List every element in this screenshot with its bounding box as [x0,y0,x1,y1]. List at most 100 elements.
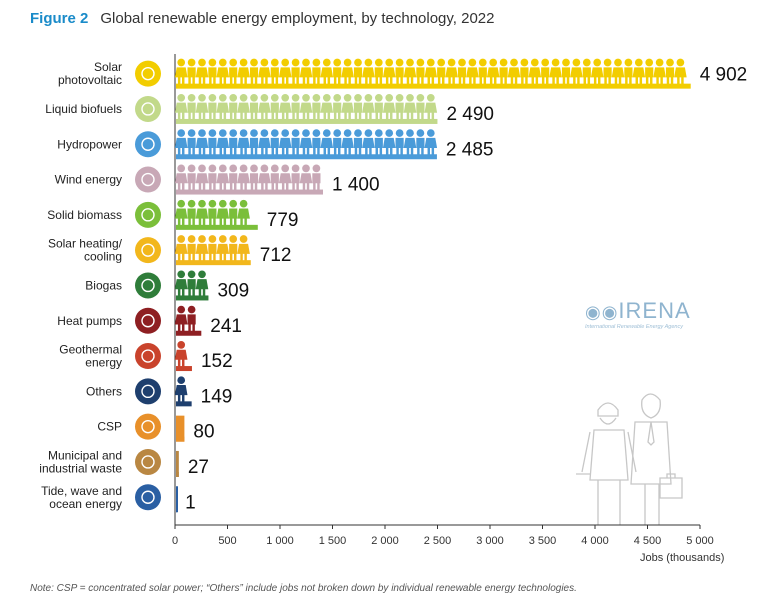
category-label: Liquid biofuels [45,102,122,116]
sun-icon [135,413,161,440]
bar-person-head [281,164,290,173]
bar-base [176,295,209,301]
bar-person-mark [270,173,279,191]
bar-person-mark [499,67,508,85]
bar-fill [176,450,179,477]
bar-person-mark [333,102,342,120]
category-label: Heat pumps [57,314,122,328]
bar-person-mark [249,137,259,156]
worker-businessman-icon [630,393,683,525]
bar-person-mark [174,349,188,368]
icon-circle [135,272,161,299]
bar-person-head [374,93,383,102]
bar-person-head [229,58,238,67]
bar-person-head [395,129,404,137]
bar-person-mark [299,67,313,85]
bar-person-mark [291,102,300,120]
bar-person-mark [216,208,230,226]
bar-person-head [520,58,529,67]
category-label: Solar heating/ [48,237,123,251]
crosshair-icon [135,378,161,405]
bar [174,58,691,89]
bar-person-head [229,93,238,102]
leaf-icon [135,201,161,228]
bar-person-head [218,235,227,243]
bar-person-mark [237,173,250,191]
bar-person-head [510,58,518,67]
bar-person-head [291,164,300,173]
bar-person-head [229,129,238,137]
bar-person-mark [229,243,238,262]
bar-person-mark [174,137,188,156]
wave-icon [135,484,161,511]
bar-person-head [624,58,633,67]
bar-person-head [250,164,258,173]
bar-person-mark [624,67,633,85]
bar-person-mark [353,137,363,156]
leaf-icon [135,272,161,299]
bar-person-mark [299,137,313,156]
bar-person-head [208,58,217,67]
bar-person-mark [229,137,238,156]
bar-fill [176,415,185,442]
bar-person-mark [229,67,238,85]
category-label: industrial waste [39,461,122,475]
bar-person-mark [333,67,342,85]
bar-person-head [343,58,352,67]
bar-person-mark [216,243,230,262]
bar-person-mark [187,137,196,156]
bar-person-mark [174,208,188,226]
x-tick-label: 1 500 [319,535,347,547]
bar [174,341,192,372]
bar-person-mark [632,67,646,85]
bar-person-head [239,93,248,102]
bar-person-mark [341,67,354,85]
bar-person-head [416,129,425,137]
bar-person-head [198,270,206,279]
bar-person-mark [549,67,562,85]
category-label: Municipal and [48,448,122,462]
bar-person-head [312,93,321,102]
bar-person-head [177,199,186,208]
bar-person-mark [278,67,292,85]
icon-circle [135,378,161,405]
bar-person-head [426,58,435,67]
category-label: CSP [97,420,122,434]
bar-person-head [312,129,321,137]
value-label: 1 400 [332,175,380,196]
water-drop-icon [135,131,161,158]
icon-glyph [141,314,155,328]
bar-person-head [198,164,206,173]
bar-person-head [177,58,186,67]
bar-person-head [333,129,342,137]
bar-person-head [354,129,362,137]
bar-person-mark [362,137,375,156]
bar-person-head [187,270,196,279]
bar [174,199,258,230]
bar-person-head [312,164,321,173]
bar-person-mark [195,208,209,226]
bar-person-mark [258,67,271,85]
bar-person-head [406,129,414,137]
bar-person-head [572,58,581,67]
waste-bin-icon [135,448,161,475]
bar-person-mark [195,173,209,191]
bar [174,93,438,124]
bar-person-mark [424,102,438,120]
bar-person-mark [270,137,279,156]
bar [174,376,192,407]
bar-person-head [364,58,373,67]
category-label: Hydropower [57,137,122,151]
category-label: Solid biomass [47,208,122,222]
bar-person-head [187,199,196,208]
bar-person-head [291,93,300,102]
bar-person-mark [229,173,238,191]
bar-person-head [208,235,217,243]
bar-person-mark [174,173,188,191]
bar-person-head [593,58,602,67]
bar-person-mark [403,67,417,85]
bar-person-head [198,93,206,102]
bar-person-head [239,199,248,208]
bar-person-head [354,58,362,67]
icon-circle [135,166,161,193]
